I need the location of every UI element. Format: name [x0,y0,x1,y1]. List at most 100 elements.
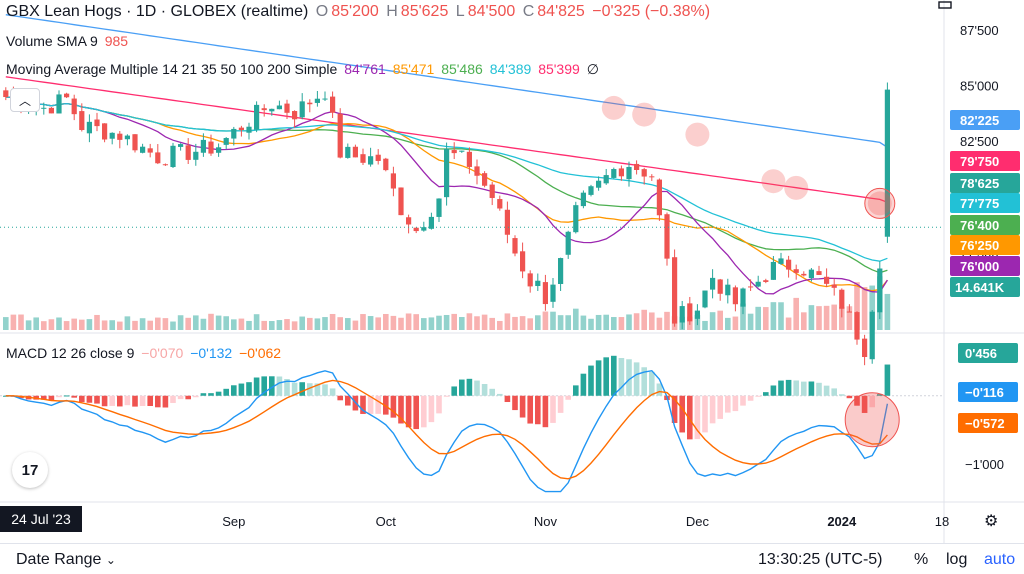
macd-histogram-bar [580,373,587,396]
chevron-up-icon: ︿ [18,93,31,108]
candle-body [884,89,890,237]
candle-body [276,105,282,110]
macd-histogram-bar [208,393,214,396]
volume-bar [512,316,518,330]
candle-body [216,147,222,153]
macd-legend[interactable]: MACD 12 26 close 9 −0'070 −0'132 −0'062 [6,345,284,361]
macd-histogram-bar [611,355,617,396]
volume-bar [808,305,815,330]
candle-body [284,103,290,113]
macd-line-value: −0'132 [190,345,233,361]
macd-histogram-bar [740,395,746,406]
macd-histogram-bar [763,392,769,396]
low-label: L [455,3,465,20]
volume-legend[interactable]: Volume SMA 9 985 [6,33,131,49]
macd-histogram-bar [489,388,495,396]
macd-signal-value: −0'062 [239,345,282,361]
macd-histogram-bar [231,385,237,396]
volume-bar [299,316,305,330]
volume-bar [276,320,283,330]
candle-body [368,156,374,165]
volume-bar [785,317,792,330]
ma200-line [5,14,888,148]
candle-body [413,227,419,232]
highlight-marker [864,187,896,219]
volume-bar [139,318,146,330]
macd-histogram-bar [816,382,822,396]
candle-body [603,175,609,184]
volume-bar [846,306,853,330]
candle-body [793,269,799,273]
chart-canvas[interactable]: 87'50085'00082'50080'00077'50082'22579'7… [0,0,1024,543]
candle-body [694,310,700,319]
price-tag-label: 76'250 [960,238,999,253]
settings-gear-icon[interactable]: ⚙ [984,513,999,530]
candle-body [421,227,427,231]
candle-body [778,258,784,264]
volume-bar [10,314,17,330]
candle-body [725,284,731,296]
candle-body [406,217,412,225]
macd-histogram-bar [512,395,518,411]
volume-bar [261,320,267,330]
candle-body [444,148,450,198]
volume-bar [709,312,716,330]
candle-body [846,311,852,313]
volume-bar [56,317,62,330]
macd-histogram-bar [527,395,533,424]
candle-body [740,288,746,307]
candle-body [596,180,602,188]
macd-histogram-bar [717,395,723,419]
percent-scale-toggle[interactable]: % [914,551,929,568]
candle-body [717,279,723,294]
candle-body [48,107,54,114]
macd-histogram-bar [770,385,777,396]
volume-bar [557,315,564,330]
macd-histogram-bar [48,395,55,401]
volume-bar [413,314,419,330]
price-tag [950,193,1020,213]
price-tick-label: 87'500 [960,23,999,38]
volume-bar [436,315,442,330]
log-scale-toggle[interactable]: log [946,551,968,568]
volume-bar [360,314,366,330]
volume-bar [497,320,503,330]
tradingview-logo[interactable]: 17 [12,452,48,488]
volume-bar [641,309,647,330]
volume-bar [307,317,313,330]
macd-histogram-bar [124,395,131,406]
macd-histogram-bar [56,395,62,398]
macd-histogram-bar [671,395,678,423]
candle-body [535,280,541,287]
open-label: O [315,3,329,20]
macd-histogram-bar [299,382,305,396]
volume-bar [147,320,153,330]
macd-histogram-bar [618,358,625,396]
volume-bar [823,305,830,330]
candle-body [71,98,77,115]
macd-histogram-bar [687,395,693,440]
volume-bar [375,317,381,330]
date-range-button[interactable]: Date Range ⌄ [16,551,116,569]
macd-histogram-bar [215,391,222,396]
clock-timezone[interactable]: 13:30:25 (UTC-5) [758,551,883,568]
macd-line [5,369,889,493]
volume-bar [535,315,541,330]
volume-bar [451,313,457,330]
price-tag-label: 76'400 [960,218,999,233]
candle-body [254,104,260,130]
chevron-down-icon: ⌄ [105,553,116,567]
collapse-legend-button[interactable]: ︿ [10,88,40,112]
candle-body [459,150,465,152]
macd-histogram-bar [223,388,229,396]
auto-scale-toggle[interactable]: auto [984,551,1016,568]
macd-histogram-bar [405,395,412,428]
macd-histogram-bar [565,395,571,400]
minimize-icon[interactable] [938,0,952,10]
macd-histogram-bar [276,376,283,396]
ma-legend[interactable]: Moving Average Multiple 14 21 35 50 100 … [6,61,602,78]
macd-histogram-bar [694,395,701,440]
time-axis-label: Nov [534,514,558,529]
candle-body [86,121,92,134]
macd-histogram-bar [497,393,503,396]
